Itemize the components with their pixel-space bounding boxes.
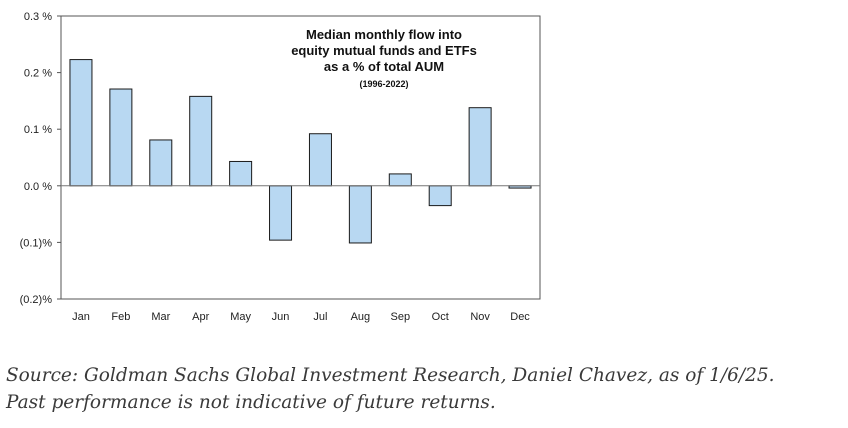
x-tick-label-jan: Jan — [72, 311, 90, 323]
bar-jun — [269, 185, 293, 241]
source-note: Source: Goldman Sachs Global Investment … — [6, 362, 846, 416]
x-tick-label-oct: Oct — [432, 311, 449, 323]
y-tick-label: 0.2 % — [24, 68, 52, 80]
source-line-1: Source: Goldman Sachs Global Investment … — [6, 365, 775, 386]
y-tick-label: 0.1 % — [24, 124, 52, 136]
title-line-3: as a % of total AUM — [324, 59, 444, 74]
chart-subtitle: (1996-2022) — [359, 79, 408, 89]
x-tick-label-feb: Feb — [111, 311, 130, 323]
bar-may — [229, 160, 253, 187]
y-tick-label: 0.0 % — [24, 181, 52, 193]
bar-apr — [189, 95, 213, 187]
bar-aug — [348, 185, 372, 244]
bar-jul — [308, 133, 332, 187]
x-tick-label-apr: Apr — [192, 311, 209, 323]
y-tick-label: (0.1)% — [20, 237, 53, 249]
x-tick-label-mar: Mar — [151, 311, 170, 323]
bars — [69, 59, 532, 244]
x-tick-label-jul: Jul — [313, 311, 327, 323]
x-tick-label-sep: Sep — [391, 311, 411, 323]
x-tick-label-jun: Jun — [272, 311, 290, 323]
bar-chart: 0.3 % 0.2 % 0.1 % 0.0 % (0.1)% (0.2)% Jan Feb M… — [20, 11, 541, 323]
title-line-1: Median monthly flow into — [306, 27, 462, 42]
y-axis: 0.3 % 0.2 % 0.1 % 0.0 % (0.1)% (0.2)% — [20, 11, 61, 306]
x-tick-label-dec: Dec — [510, 311, 530, 323]
y-tick-label: 0.3 % — [24, 11, 52, 23]
bar-oct — [428, 185, 452, 207]
bar-jan — [69, 59, 93, 187]
x-tick-label-nov: Nov — [470, 311, 490, 323]
plot-area-frame — [60, 15, 541, 300]
chart-title: Median monthly flow into equity mutual f… — [291, 27, 477, 89]
y-tick-label: (0.2)% — [20, 294, 53, 306]
bar-nov — [468, 107, 492, 187]
bar-feb — [109, 88, 133, 187]
x-tick-label-may: May — [230, 311, 251, 323]
x-axis: Jan Feb Mar Apr May Jun Jul Aug Sep Oct Nov Dec — [72, 311, 530, 323]
source-line-2: Past performance is not indicative of fu… — [6, 392, 496, 413]
bar-sep — [388, 173, 412, 187]
title-line-2: equity mutual funds and ETFs — [291, 43, 477, 58]
bar-mar — [149, 139, 173, 187]
x-tick-label-aug: Aug — [351, 311, 371, 323]
